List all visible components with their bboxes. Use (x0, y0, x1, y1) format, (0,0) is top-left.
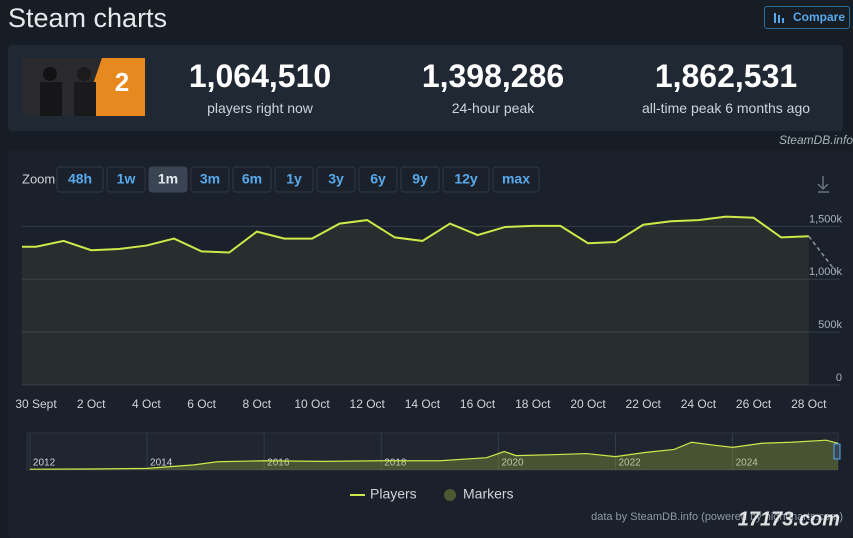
zoom-button[interactable] (492, 166, 540, 193)
zoom-button-label[interactable]: 1m (158, 171, 178, 187)
chart-panel (8, 150, 853, 538)
legend-label[interactable]: Markers (463, 486, 514, 502)
zoom-button-label[interactable]: 1y (286, 171, 302, 187)
x-tick-label: 18 Oct (515, 397, 551, 411)
x-tick-label: 30 Sept (15, 397, 57, 411)
zoom-button[interactable] (56, 166, 104, 193)
zoom-button[interactable] (274, 166, 314, 193)
line-live (808, 235, 837, 273)
x-tick-label: 6 Oct (187, 397, 216, 411)
zoom-button[interactable] (316, 166, 356, 193)
download-icon (817, 176, 829, 193)
y-tick-label: 1,000k (809, 266, 843, 278)
x-tick-label: 20 Oct (570, 397, 606, 411)
line (22, 215, 809, 254)
stat-label: 24-hour peak (451, 100, 535, 116)
x-tick-label: 22 Oct (626, 397, 662, 411)
x-tick-label: 26 Oct (736, 397, 772, 411)
zoom-label: Zoom (22, 171, 55, 186)
x-tick-label: 2 Oct (77, 397, 106, 411)
zoom-button[interactable] (106, 166, 146, 193)
stat-value: 1,862,531 (654, 58, 798, 94)
zoom-button[interactable] (400, 166, 440, 193)
navigator-tick-label: 2018 (384, 458, 407, 469)
stats-card (8, 45, 843, 131)
zoom-button-label[interactable]: max (502, 171, 530, 187)
y-tick-label: 0 (836, 372, 842, 384)
zoom-button[interactable] (442, 166, 490, 193)
source-label: SteamDB.info (778, 133, 853, 147)
page-title: Steam charts (8, 3, 168, 33)
plot (22, 215, 837, 385)
navigator-line (29, 439, 839, 470)
navigator-tick-label: 2024 (736, 458, 759, 469)
stat-label: all-time peak 6 months ago (641, 100, 811, 116)
zoom-button-label[interactable]: 6m (242, 171, 262, 187)
legend-label[interactable]: Players (370, 486, 417, 502)
x-tick-label: 10 Oct (294, 397, 330, 411)
zoom-button[interactable] (232, 166, 272, 193)
x-tick-label: 14 Oct (405, 397, 441, 411)
navigator (26, 432, 839, 471)
navigator-tick-label: 2012 (33, 458, 56, 469)
zoom-button[interactable] (190, 166, 230, 193)
zoom-button-label[interactable]: 3m (200, 171, 220, 187)
zoom-button-label[interactable]: 6y (370, 171, 386, 187)
game-thumbnail: 2 (22, 58, 145, 116)
navigator-tick-label: 2022 (618, 458, 641, 469)
navigator-tick-label: 2020 (501, 458, 524, 469)
zoom-button-label[interactable]: 48h (68, 171, 92, 187)
navigator-handle[interactable] (833, 443, 841, 460)
navigator-tick-label: 2016 (267, 458, 290, 469)
x-tick-label: 4 Oct (132, 397, 161, 411)
stat-value: 1,398,286 (421, 58, 565, 94)
x-tick-label: 16 Oct (460, 397, 496, 411)
watermark: 17173.com (738, 508, 840, 530)
x-tick-label: 28 Oct (791, 397, 827, 411)
zoom-button-label[interactable]: 12y (454, 171, 478, 187)
zoom-button-label[interactable]: 9y (412, 171, 428, 187)
compare-button[interactable]: Compare (764, 6, 850, 29)
zoom-button[interactable] (358, 166, 398, 193)
x-tick-label: 24 Oct (681, 397, 717, 411)
stat-label: players right now (207, 100, 313, 116)
zoom-button[interactable] (148, 166, 188, 193)
navigator-area (29, 440, 839, 470)
footer: data by SteamDB.info (powered by highcha… (591, 511, 843, 523)
svg-text:2: 2 (115, 67, 129, 97)
navigator-tick-label: 2014 (150, 458, 173, 469)
zoom-button-label[interactable]: 1w (117, 171, 136, 187)
legend-symbol (444, 489, 456, 501)
zoom-button-label[interactable]: 3y (328, 171, 344, 187)
stat-value: 1,064,510 (188, 58, 332, 94)
compare-icon (774, 13, 784, 23)
y-tick-label: 1,500k (809, 213, 843, 225)
x-tick-label: 12 Oct (350, 397, 386, 411)
area (22, 216, 809, 385)
x-tick-label: 8 Oct (242, 397, 271, 411)
y-tick-label: 500k (818, 319, 842, 331)
